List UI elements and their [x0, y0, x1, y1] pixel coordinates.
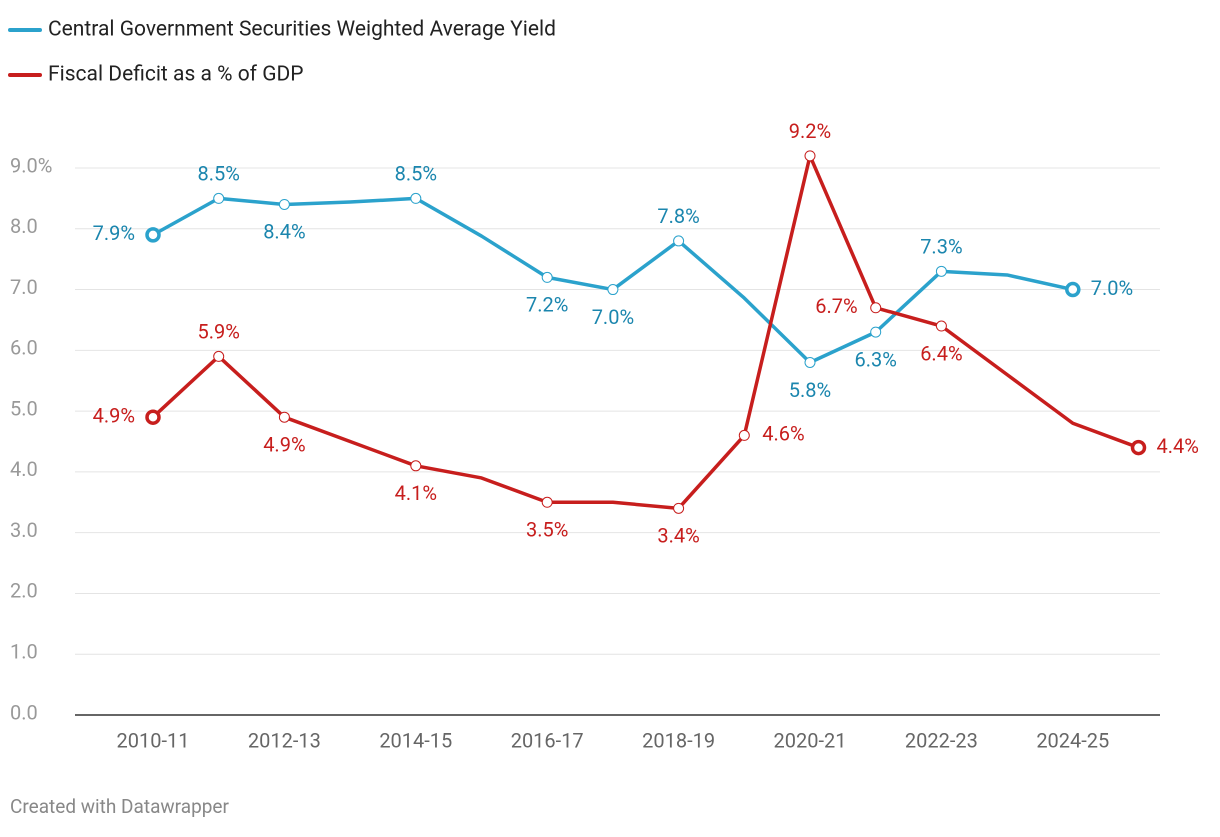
value-label: 4.4% [1157, 434, 1199, 458]
value-label: 4.9% [93, 403, 135, 427]
legend-label: Fiscal Deficit as a % of GDP [48, 63, 304, 87]
data-point [541, 271, 553, 283]
x-tick-label: 2024-25 [1036, 728, 1109, 752]
data-point [870, 326, 882, 338]
value-label: 4.1% [395, 481, 437, 505]
value-label: 8.5% [395, 162, 437, 186]
y-tick-label: 6.0 [10, 336, 38, 360]
y-tick-label: 8.0 [10, 214, 38, 238]
value-label: 3.5% [526, 518, 568, 542]
data-point [278, 198, 290, 210]
data-point [804, 150, 816, 162]
series-line [151, 154, 1140, 511]
value-label: 4.6% [762, 422, 804, 446]
value-label: 7.0% [592, 305, 634, 329]
x-tick-label: 2020-21 [774, 728, 847, 752]
data-point [541, 496, 553, 508]
value-label: 4.9% [263, 432, 305, 456]
data-point [935, 265, 947, 277]
value-label: 8.5% [197, 162, 239, 186]
value-label: 6.3% [854, 347, 896, 371]
x-tick-label: 2014-15 [379, 728, 452, 752]
data-point [145, 409, 161, 425]
data-point [213, 192, 225, 204]
value-label: 7.8% [657, 204, 699, 228]
y-tick-label: 2.0 [10, 579, 38, 603]
value-label: 3.4% [657, 524, 699, 548]
value-label: 9.2% [789, 119, 831, 143]
value-label: 7.9% [93, 221, 135, 245]
data-point [213, 350, 225, 362]
value-label: 5.9% [197, 320, 239, 344]
data-point [673, 235, 685, 247]
data-point [1130, 439, 1147, 456]
value-label: 7.3% [920, 235, 962, 259]
x-tick-label: 2012-13 [248, 728, 321, 752]
x-tick-label: 2010-11 [117, 728, 190, 752]
value-label: 5.8% [789, 378, 831, 402]
x-tick-label: 2018-19 [642, 728, 715, 752]
y-tick-label: 3.0 [10, 518, 38, 542]
data-point [145, 227, 161, 243]
value-label: 8.4% [263, 220, 305, 244]
data-point [673, 502, 685, 514]
y-tick-label: 1.0 [10, 640, 38, 664]
y-tick-label: 5.0 [10, 396, 38, 420]
value-label: 7.2% [526, 293, 568, 317]
data-point [870, 302, 882, 314]
legend-label: Central Government Securities Weighted A… [48, 18, 556, 42]
data-point [410, 192, 422, 204]
x-tick-label: 2022-23 [905, 728, 978, 752]
x-tick-label: 2016-17 [511, 728, 584, 752]
y-tick-label: 9.0% [10, 153, 52, 177]
value-label: 6.7% [815, 294, 857, 318]
y-tick-label: 4.0 [10, 457, 38, 481]
data-point [1065, 281, 1081, 298]
value-label: 6.4% [920, 341, 962, 365]
source-note: Created with Datawrapper [10, 795, 229, 818]
data-point [278, 411, 290, 423]
data-point [410, 460, 422, 472]
data-point [804, 356, 816, 368]
data-point [607, 284, 619, 296]
y-tick-label: 0.0 [10, 700, 38, 724]
y-tick-label: 7.0 [10, 275, 38, 299]
value-label: 7.0% [1091, 276, 1133, 300]
data-point [738, 429, 750, 441]
data-point [935, 320, 947, 332]
